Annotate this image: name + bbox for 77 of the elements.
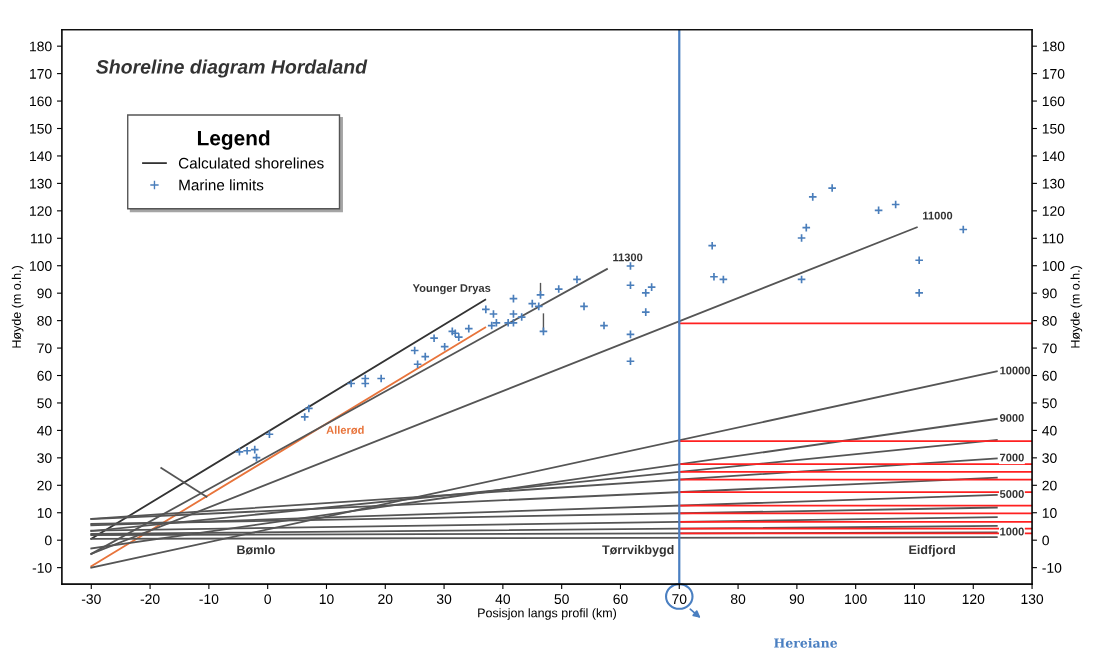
annotation: 1000	[1000, 527, 1024, 536]
annotation: 5000	[999, 490, 1024, 498]
text: Hereiane	[774, 638, 838, 648]
x-tick-label: -30	[81, 594, 101, 605]
y2-tick-label: 70	[1042, 343, 1057, 354]
annotation: 9000	[999, 413, 1024, 422]
text: Shoreline diagram Hordaland	[96, 59, 368, 78]
y-tick-label: 50	[37, 398, 52, 409]
x-tick-label: 50	[554, 594, 569, 605]
y2-tick-label: 100	[1042, 261, 1065, 271]
x-tick-label: 110	[904, 594, 925, 605]
annotation: 11000	[923, 211, 953, 220]
y2-tick-label: 150	[1042, 123, 1065, 134]
x-tick-label: 60	[613, 594, 628, 605]
annotation: 7000	[1000, 453, 1024, 462]
y-tick-label: 160	[30, 96, 52, 107]
y2-tick-label: 180	[1042, 41, 1065, 52]
annotation: Tørrvikbygd	[602, 544, 674, 557]
x-tick-label: 130	[1021, 594, 1044, 605]
y2-tick-label: 170	[1042, 68, 1065, 79]
x-tick-label: 100	[845, 594, 867, 605]
y2-tick-label: 160	[1042, 96, 1065, 107]
x-tick-label: 80	[730, 594, 746, 605]
x-tick-label: 0	[264, 594, 271, 605]
y-tick-label: 60	[37, 370, 52, 381]
y-tick-label: 30	[37, 453, 52, 464]
y2-tick-label: 30	[1042, 453, 1057, 464]
y2-tick-label: 80	[1042, 315, 1057, 326]
legend-title: Legend	[197, 130, 270, 150]
annotation: Allerød	[326, 425, 364, 435]
x-tick-label: -20	[140, 594, 160, 605]
y-tick-label: 10	[37, 508, 52, 518]
y2-tick-label: 0	[1042, 535, 1049, 546]
y2-tick-label: -10	[1042, 562, 1062, 573]
annotation: 11300	[613, 253, 643, 262]
y-tick-label: 0	[44, 535, 52, 546]
y-tick-label: 90	[37, 288, 52, 299]
y-tick-label: 120	[30, 206, 52, 217]
y2-tick-label: 60	[1042, 370, 1057, 381]
annotation: 10000	[1000, 366, 1031, 375]
y-tick-label: 140	[30, 151, 52, 162]
x-tick-label: -10	[199, 594, 219, 605]
y-tick-label: 150	[30, 123, 52, 134]
x-tick-label: 90	[789, 594, 805, 605]
x-tick-label: 20	[378, 594, 393, 605]
y2-tick-label: 130	[1042, 178, 1065, 189]
y2-tick-label: 40	[1042, 425, 1057, 436]
y2-tick-label: 110	[1042, 233, 1064, 244]
y2-tick-label: 20	[1042, 480, 1057, 491]
y2-tick-label: 90	[1042, 288, 1057, 299]
y2-tick-label: 50	[1042, 398, 1057, 409]
annotation: Eidfjord	[909, 545, 955, 557]
x-tick-label: 10	[319, 594, 334, 605]
annotation: Younger Dryas	[412, 284, 491, 295]
legend-label: Marine limits	[179, 179, 264, 191]
y-tick-label: 70	[37, 343, 52, 354]
annotation: Bømlo	[237, 545, 275, 555]
y-tick-label: 80	[37, 315, 52, 326]
y-axis-title: Høyde (m o.h.)	[11, 266, 24, 348]
y-tick-label: 180	[30, 41, 52, 52]
y-tick-label: 20	[37, 480, 52, 491]
x-tick-label: 30	[436, 594, 452, 605]
y-tick-label: 170	[30, 68, 52, 79]
x-tick-label: 120	[962, 594, 985, 605]
y2-tick-label: 10	[1042, 508, 1057, 518]
y2-axis-title: Høyde (m o.h.)	[1070, 266, 1083, 348]
y2-tick-label: 120	[1042, 206, 1065, 217]
y-tick-label: 100	[30, 261, 52, 271]
x-tick-label: 70	[672, 594, 687, 605]
x-tick-label: 40	[495, 594, 511, 605]
legend-label: Calculated shorelines	[178, 157, 324, 169]
y2-tick-label: 140	[1042, 151, 1065, 162]
y-tick-label: -10	[32, 562, 52, 573]
x-axis-title: Posisjon langs profil (km)	[478, 608, 617, 620]
y-tick-label: 130	[30, 178, 52, 189]
y-tick-label: 110	[31, 233, 52, 244]
y-tick-label: 40	[37, 425, 52, 436]
